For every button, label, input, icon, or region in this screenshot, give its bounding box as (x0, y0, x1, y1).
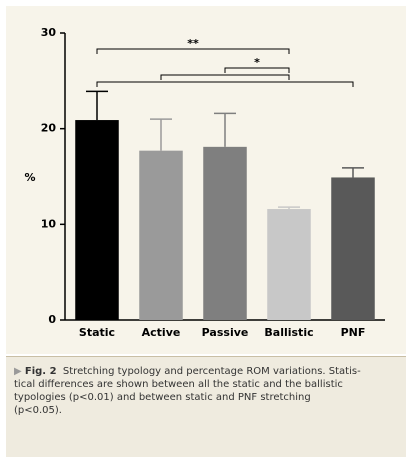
significance-bracket (96, 81, 354, 87)
x-tick-label: Passive (202, 326, 249, 339)
x-tick-label: Ballistic (264, 326, 313, 339)
significance-bracket (96, 48, 290, 54)
bar (139, 150, 183, 320)
significance-bracket (224, 67, 290, 73)
chart: % 0 10 20 30 Static Active Passive Ballistic PNF… (24, 26, 385, 339)
caption-line: typologies (p<0.01) and between static a… (14, 392, 311, 403)
caption-text: Stretching typology and percentage ROM v… (62, 366, 361, 377)
caption: ▶ Fig. 2 Stretching typology and percent… (6, 356, 406, 457)
significance-bracket (160, 74, 290, 80)
y-tick-label: 20 (41, 122, 57, 135)
bar (75, 120, 119, 320)
bar (267, 209, 311, 320)
caption-line: tical differences are shown between all … (14, 379, 343, 390)
significance-label: ** (187, 37, 199, 50)
bar (331, 177, 375, 320)
y-axis-label: % (24, 171, 35, 184)
y-tick-label: 30 (41, 26, 57, 39)
x-tick-label: Active (142, 326, 181, 339)
caption-line: (p<0.05). (14, 405, 62, 416)
bar (203, 146, 247, 320)
y-tick-label: 0 (48, 313, 56, 326)
x-tick-label: PNF (341, 326, 366, 339)
figure-label: Fig. 2 (24, 366, 57, 377)
significance-label: * (254, 56, 260, 69)
x-tick-label: Static (79, 326, 115, 339)
caption-line: ▶ Fig. 2 Stretching typology and percent… (14, 365, 398, 378)
y-tick-label: 10 (41, 217, 57, 230)
caption-marker: ▶ (14, 366, 22, 377)
